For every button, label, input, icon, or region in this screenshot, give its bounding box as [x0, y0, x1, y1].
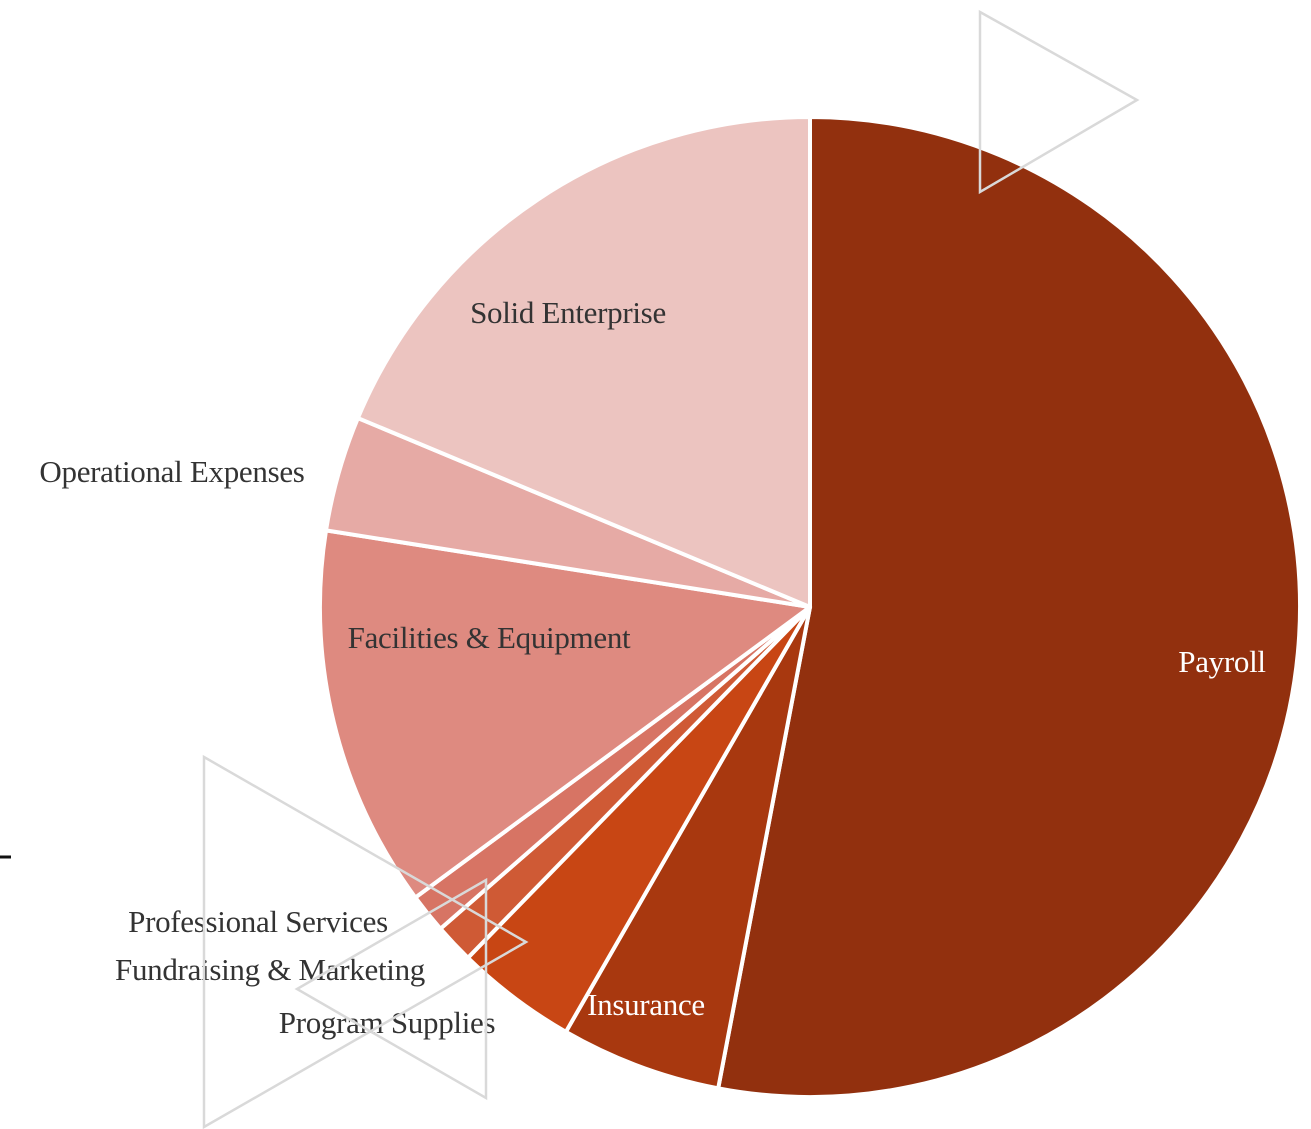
pie-slice-solid-enterprise [355, 115, 812, 609]
slice-label-solid-enterprise: Solid Enterprise [470, 295, 666, 330]
decorative-triangle-bottom-large [202, 754, 529, 1129]
pie-slice-insurance [563, 605, 812, 1091]
slice-label-insurance: Insurance [587, 987, 705, 1022]
pie-slices [318, 115, 1303, 1099]
pie-slice-facilities-and-equipment [318, 528, 812, 900]
decorative-triangle-top [978, 9, 1140, 195]
slice-label-professional-services: Professional Services [128, 904, 388, 939]
slice-label-fundraising-and-marketing: Fundraising & Marketing [115, 952, 425, 987]
pie-slice-payroll [716, 115, 1303, 1099]
slice-label-facilities-and-equipment: Facilities & Equipment [348, 620, 631, 655]
slice-label-operational-expenses: Operational Expenses [39, 454, 304, 489]
slice-label-payroll: Payroll [1178, 644, 1265, 679]
decorative-overlay [0, 9, 1140, 1129]
decorative-triangle-bottom-small [294, 877, 488, 1101]
